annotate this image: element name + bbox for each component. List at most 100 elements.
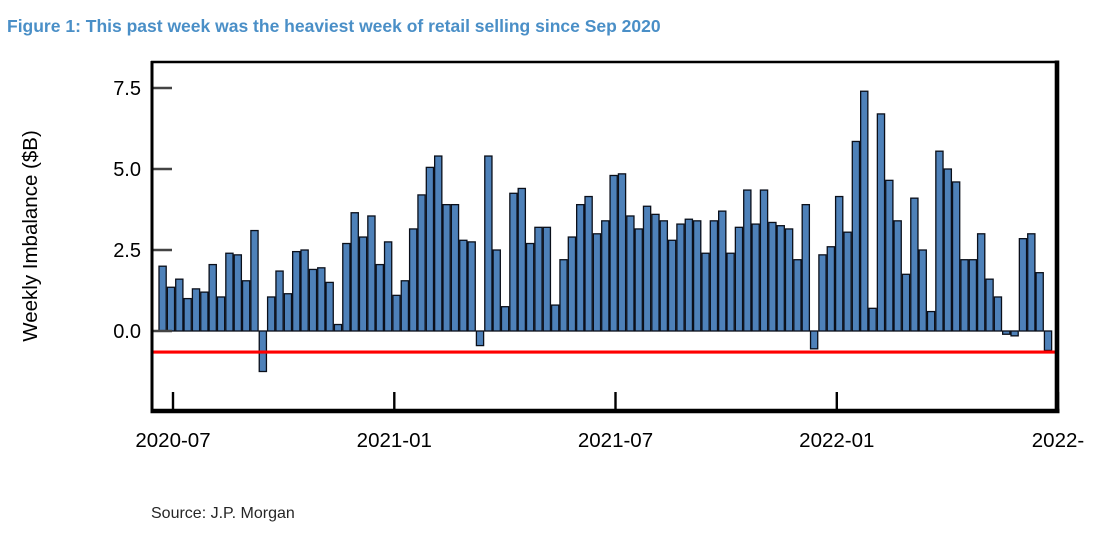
bar [342,242,351,332]
bar [985,278,994,332]
y-tick-label: 0.0 [113,321,141,343]
bar [834,195,844,332]
bar [317,267,326,332]
bar [283,293,293,332]
bar [291,250,301,332]
bar [968,259,978,332]
bar [976,233,986,332]
bar [266,296,276,332]
bar [642,205,652,332]
bar [676,223,685,332]
bar [1043,330,1053,352]
bar [576,203,585,332]
x-tick-label: 2021-01 [357,429,432,452]
bar [400,280,410,332]
x-tick-label: 2022- [1032,429,1084,452]
bar [183,297,192,332]
bar [467,241,476,332]
source-text: Source: J.P. Morgan [151,505,295,522]
bar [559,259,568,332]
bar [517,187,527,332]
figure-title: Figure 1: This past week was the heavies… [7,16,661,36]
bar [776,225,785,332]
bar [1027,233,1036,332]
y-tick-label: 5.0 [113,159,141,181]
bar [308,268,318,332]
bar [910,197,919,332]
bar [525,242,535,332]
bar [408,228,418,332]
bar [1035,272,1044,332]
x-tick-label: 2021-07 [578,429,653,452]
bar [826,246,836,332]
bar [609,174,618,332]
bar [768,221,777,332]
bar [743,189,752,332]
bar [216,296,226,332]
bar [926,310,936,332]
bar [567,236,577,332]
bar [350,212,359,332]
bar [659,220,669,332]
bar [885,179,894,332]
bar [333,323,343,332]
bar [475,330,485,347]
bar [1018,238,1028,332]
y-tick-label: 2.5 [113,240,141,262]
y-tick-label: 7.5 [113,78,141,100]
bar [876,113,886,332]
bar [275,270,284,332]
bar [425,166,435,332]
x-tick-label: 2022-01 [799,429,874,452]
bar [158,265,167,332]
bar [726,252,735,332]
bar [751,223,760,332]
bar [718,210,727,332]
bar [492,249,501,332]
bar [901,273,911,332]
bar [784,228,794,332]
bar [601,220,610,332]
bar [759,189,769,332]
bar [509,192,518,332]
bar [450,203,460,332]
bar [250,229,259,332]
bar [200,291,209,332]
bar [709,220,719,332]
bar [793,259,802,332]
bar [809,330,819,350]
bar [584,195,593,332]
bar [1002,330,1011,335]
bar [818,254,827,332]
bar [375,263,385,332]
bar [592,233,602,332]
bar [459,239,468,332]
bar [801,203,811,332]
bar [500,306,510,332]
chart-svg: 0.0 2.5 5.0 7.5 2020-07 2021-01 2021-07 2022-01… [19,60,1084,452]
bar [550,304,560,332]
bar [960,259,969,332]
bar [617,173,627,332]
bar [734,226,744,332]
bar [166,286,176,332]
bar [542,226,552,332]
bar [667,239,677,332]
bar [868,307,877,332]
bar [893,220,902,332]
bar [943,168,953,332]
bar [851,140,861,332]
bar [417,194,426,332]
bar [225,252,234,332]
bar [442,203,451,332]
bar [300,249,309,332]
bar [951,181,961,332]
bar [191,288,201,332]
x-tick-label: 2020-07 [135,429,210,452]
bar [233,254,243,332]
bar [534,226,543,332]
bar [208,263,217,332]
y-axis-label: Weekly Imbalance ($B) [19,130,42,342]
bar [433,155,443,332]
